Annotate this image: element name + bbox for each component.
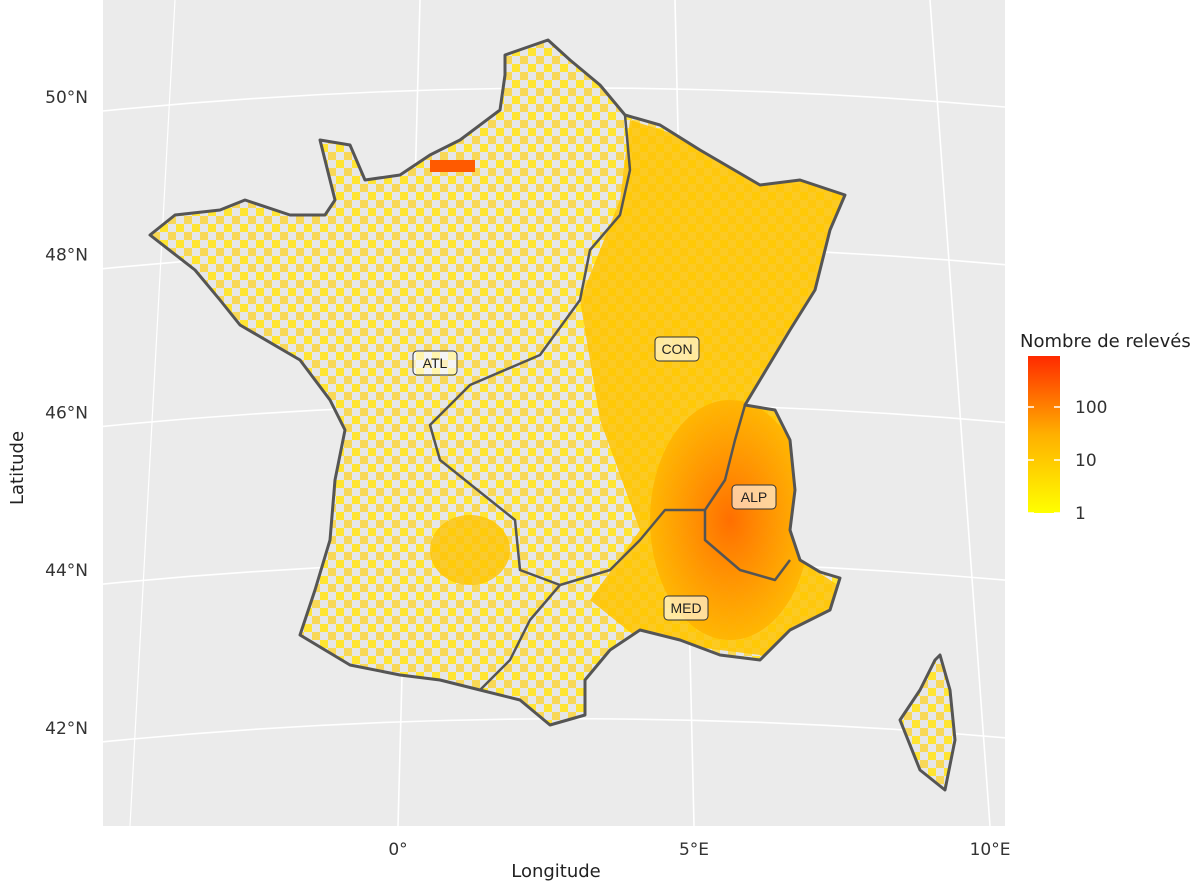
grid-line-minor bbox=[129, 0, 176, 827]
y-tick-label: 44°N bbox=[45, 561, 88, 581]
region-border bbox=[479, 584, 561, 691]
region-border bbox=[703, 404, 791, 582]
legend: Nombre de relevés 1 10 100 bbox=[1020, 331, 1191, 524]
country-border bbox=[148, 38, 957, 792]
legend-colorbar bbox=[1028, 356, 1060, 513]
legend-tick-label: 1 bbox=[1075, 504, 1086, 524]
x-tick-label: 10°E bbox=[970, 840, 1011, 860]
y-axis-title: Latitude bbox=[7, 431, 28, 505]
region-label-box bbox=[412, 350, 458, 376]
legend-tick-label: 10 bbox=[1075, 451, 1097, 471]
region-label: ALP bbox=[741, 489, 767, 505]
y-tick-label: 46°N bbox=[45, 403, 88, 423]
region-label: CON bbox=[661, 341, 692, 357]
y-tick-label: 48°N bbox=[45, 246, 88, 266]
map-layer bbox=[148, 38, 957, 792]
density-overlay bbox=[430, 120, 850, 660]
region-border bbox=[428, 114, 632, 587]
x-tick-label: 5°E bbox=[679, 840, 709, 860]
region-label-box bbox=[731, 484, 777, 510]
y-tick-label: 50°N bbox=[45, 88, 88, 108]
density-hotspot bbox=[430, 160, 475, 172]
legend-title: Nombre de relevés bbox=[1020, 331, 1191, 352]
density-hotspot bbox=[650, 400, 810, 640]
legend-tick-label: 100 bbox=[1075, 398, 1107, 418]
density-hotspot bbox=[430, 515, 510, 585]
region-label: MED bbox=[670, 600, 701, 616]
y-tick-label: 42°N bbox=[45, 719, 88, 739]
region-label-box bbox=[654, 336, 700, 362]
region-label: ATL bbox=[423, 355, 448, 371]
region-label-box bbox=[663, 595, 709, 621]
x-axis-title: Longitude bbox=[511, 861, 601, 882]
x-tick-label: 0° bbox=[388, 840, 407, 860]
region-border bbox=[559, 508, 705, 587]
grid-line bbox=[929, 0, 991, 827]
